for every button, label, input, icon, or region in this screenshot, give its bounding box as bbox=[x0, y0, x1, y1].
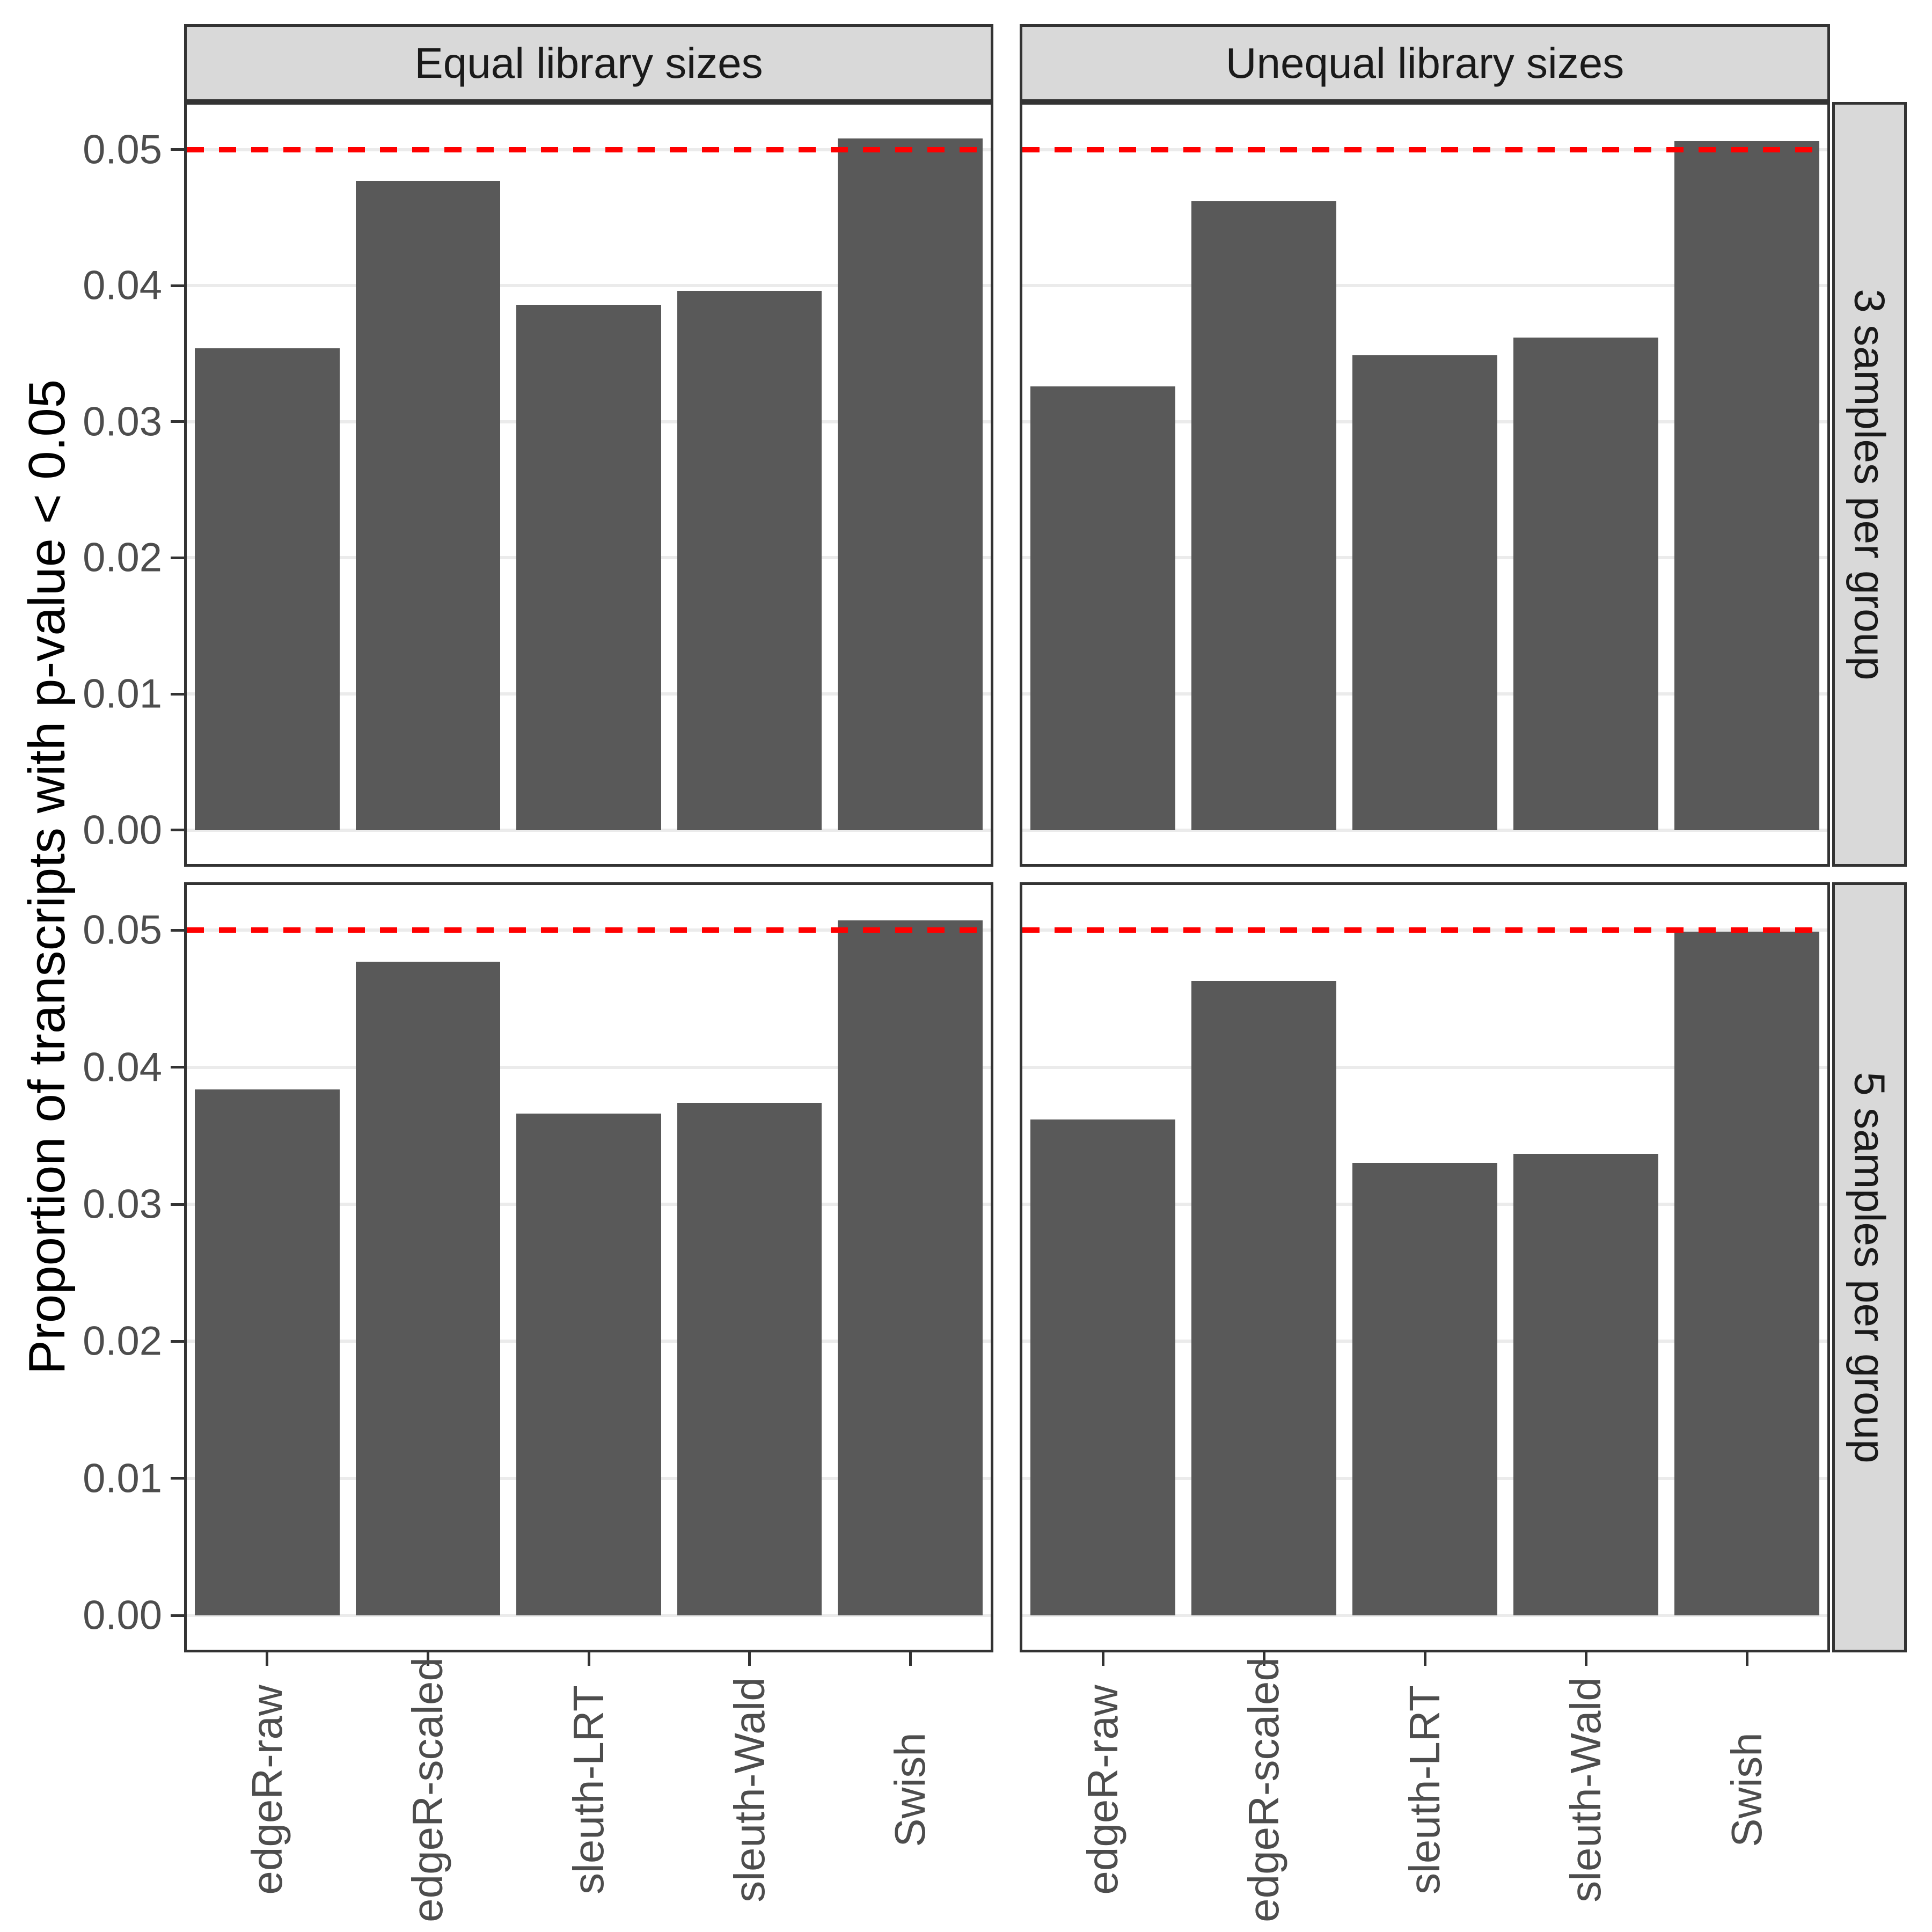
x-tick-label-text: sleuth-Wald bbox=[1562, 1677, 1609, 1902]
y-tick-label: 0.00 bbox=[83, 1592, 162, 1638]
bar-sleuth-LRT bbox=[1352, 1163, 1497, 1616]
facet-strip-equal-library-sizes: Equal library sizes bbox=[184, 24, 993, 102]
y-axis-title-text: Proportion of transcripts with p-value <… bbox=[18, 379, 76, 1375]
panel-inner bbox=[1022, 105, 1827, 864]
y-tick-label: 0.03 bbox=[83, 1181, 162, 1227]
reference-line bbox=[187, 927, 991, 933]
y-tick-label: 0.01 bbox=[83, 1455, 162, 1502]
bar-edgeR-raw bbox=[194, 348, 340, 830]
y-tick-mark bbox=[171, 692, 184, 696]
x-tick-label-text: sleuth-LRT bbox=[1401, 1685, 1448, 1894]
y-tick-mark bbox=[171, 1614, 184, 1617]
bar-edgeR-scaled bbox=[355, 962, 501, 1616]
bar-Swish bbox=[1674, 931, 1819, 1616]
facet-strip-text: Unequal library sizes bbox=[1225, 39, 1624, 87]
x-tick-label-text: edgeR-scaled bbox=[404, 1657, 452, 1922]
y-tick-label: 0.02 bbox=[83, 535, 162, 581]
gridline bbox=[187, 1065, 991, 1069]
x-tick-label-text: edgeR-scaled bbox=[1240, 1657, 1287, 1922]
panel-inner bbox=[187, 105, 991, 864]
facet-strip-text: 3 samples per group bbox=[1846, 288, 1894, 680]
gridline bbox=[187, 828, 991, 832]
y-tick-mark bbox=[171, 556, 184, 559]
x-tick-mark bbox=[1745, 1652, 1748, 1666]
facet-strip-unequal-library-sizes: Unequal library sizes bbox=[1020, 24, 1830, 102]
bar-sleuth-LRT bbox=[1352, 355, 1497, 830]
y-tick-label: 0.00 bbox=[83, 807, 162, 853]
bar-sleuth-Wald bbox=[677, 1103, 822, 1616]
x-tick-label-text: sleuth-Wald bbox=[725, 1677, 773, 1902]
y-tick-mark bbox=[171, 420, 184, 423]
bar-sleuth-Wald bbox=[1513, 1153, 1658, 1616]
x-tick-mark bbox=[1584, 1652, 1587, 1666]
bar-Swish bbox=[838, 920, 983, 1616]
facet-strip-3-samples-per-group: 3 samples per group bbox=[1832, 102, 1907, 867]
x-tick-mark bbox=[909, 1652, 912, 1666]
bar-sleuth-Wald bbox=[677, 291, 822, 830]
x-tick-mark bbox=[426, 1652, 429, 1666]
gridline bbox=[187, 284, 991, 288]
x-tick-label-text: Swish bbox=[1723, 1732, 1770, 1847]
bar-sleuth-Wald bbox=[1513, 337, 1658, 830]
bar-edgeR-raw bbox=[194, 1089, 340, 1616]
y-tick-label: 0.04 bbox=[83, 262, 162, 309]
y-tick-mark bbox=[171, 1203, 184, 1206]
panel-unequal-5samples bbox=[1020, 882, 1830, 1652]
bar-sleuth-LRT bbox=[516, 1114, 661, 1616]
x-tick-mark bbox=[1101, 1652, 1104, 1666]
y-tick-mark bbox=[171, 1066, 184, 1069]
y-tick-label: 0.05 bbox=[83, 127, 162, 173]
facet-strip-text: 5 samples per group bbox=[1846, 1071, 1894, 1463]
x-tick-mark bbox=[1262, 1652, 1265, 1666]
bar-Swish bbox=[1674, 141, 1819, 830]
gridline bbox=[1022, 1614, 1827, 1618]
y-tick-mark bbox=[171, 148, 184, 151]
panel-inner bbox=[1022, 885, 1827, 1650]
panel-inner bbox=[187, 885, 991, 1650]
bar-edgeR-scaled bbox=[355, 181, 501, 830]
y-tick-mark bbox=[171, 1340, 184, 1343]
y-tick-mark bbox=[171, 928, 184, 932]
strip-label-wrap: Unequal library sizes bbox=[1022, 27, 1827, 99]
gridline bbox=[187, 1614, 991, 1618]
y-tick-label: 0.01 bbox=[83, 671, 162, 717]
bar-Swish bbox=[838, 138, 983, 830]
bar-sleuth-LRT bbox=[516, 304, 661, 830]
facet-strip-text: Equal library sizes bbox=[414, 39, 763, 87]
x-tick-mark bbox=[266, 1652, 269, 1666]
bar-edgeR-raw bbox=[1030, 1119, 1175, 1616]
x-tick-label-text: edgeR-raw bbox=[243, 1685, 291, 1895]
bar-edgeR-scaled bbox=[1191, 201, 1336, 830]
x-tick-mark bbox=[748, 1652, 751, 1666]
strip-label-wrap: Equal library sizes bbox=[187, 27, 991, 99]
y-tick-label: 0.05 bbox=[83, 907, 162, 953]
y-tick-mark bbox=[171, 829, 184, 832]
gridline bbox=[1022, 284, 1827, 288]
y-tick-label: 0.03 bbox=[83, 399, 162, 445]
panel-equal-5samples bbox=[184, 882, 993, 1652]
bar-edgeR-raw bbox=[1030, 386, 1175, 830]
x-tick-label-text: sleuth-LRT bbox=[565, 1685, 612, 1894]
y-tick-mark bbox=[171, 1477, 184, 1480]
reference-line bbox=[1022, 147, 1827, 152]
x-tick-label-text: Swish bbox=[886, 1732, 934, 1847]
x-tick-mark bbox=[1423, 1652, 1426, 1666]
x-tick-label-text: edgeR-raw bbox=[1079, 1685, 1126, 1895]
bar-edgeR-scaled bbox=[1191, 980, 1336, 1616]
strip-label-wrap: 5 samples per group bbox=[1835, 885, 1904, 1650]
y-tick-label: 0.02 bbox=[83, 1318, 162, 1364]
reference-line bbox=[1022, 927, 1827, 933]
y-tick-label: 0.04 bbox=[83, 1044, 162, 1091]
panel-unequal-3samples bbox=[1020, 102, 1830, 867]
y-tick-mark bbox=[171, 284, 184, 287]
gridline bbox=[1022, 1065, 1827, 1069]
reference-line bbox=[187, 147, 991, 152]
gridline bbox=[1022, 828, 1827, 832]
x-tick-mark bbox=[587, 1652, 590, 1666]
facet-strip-5-samples-per-group: 5 samples per group bbox=[1832, 882, 1907, 1652]
panel-equal-3samples bbox=[184, 102, 993, 867]
strip-label-wrap: 3 samples per group bbox=[1835, 105, 1904, 864]
